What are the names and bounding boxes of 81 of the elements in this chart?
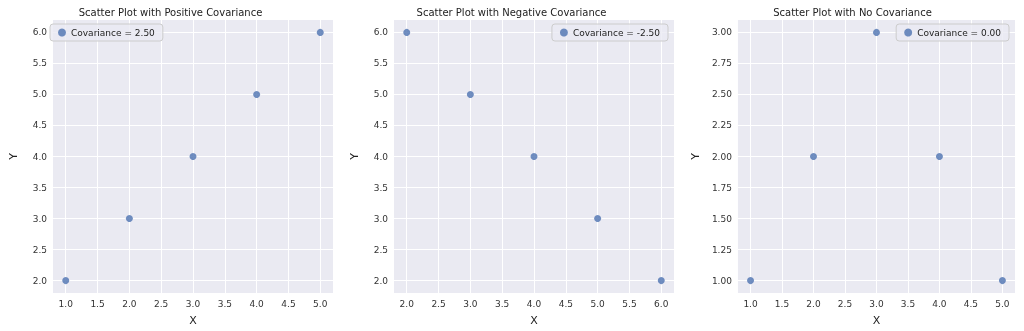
x-tick-label: 5.0 — [590, 298, 606, 309]
x-tick-label: 3.5 — [495, 298, 510, 309]
y-tick-label: 4.5 — [373, 120, 388, 131]
point — [530, 153, 538, 160]
x-axis-title: X — [189, 314, 198, 327]
x-tick-label: 2.0 — [399, 298, 415, 309]
y-tick-label: 4.0 — [32, 151, 48, 162]
point — [62, 277, 70, 285]
x-tick-label: 3.5 — [900, 298, 916, 309]
x-tick-label: 4.0 — [526, 298, 542, 309]
y-tick-label: 2.5 — [32, 244, 47, 255]
y-tick-label: 6.0 — [32, 27, 48, 38]
x-tick-label: 5.5 — [622, 298, 637, 309]
point — [466, 90, 474, 98]
y-tick-label: 5.5 — [373, 58, 388, 69]
y-tick-label: 3.0 — [32, 213, 48, 224]
y-tick-label: 2.5 — [373, 244, 388, 255]
x-tick-label: 2.5 — [837, 298, 853, 309]
x-tick-label: 1.5 — [90, 298, 105, 309]
chart-title: Scatter Plot with Positive Covariance — [78, 6, 263, 18]
x-tick-label: 1.5 — [774, 298, 790, 309]
y-axis-title: Y — [348, 152, 361, 161]
point — [872, 28, 880, 36]
point — [657, 277, 665, 285]
y-tick-label: 4.0 — [373, 151, 389, 162]
legend-label: Covariance = 0.00 — [917, 27, 1002, 38]
y-tick-label: 1.00 — [711, 275, 733, 286]
point — [810, 153, 817, 160]
x-tick-label: 2.5 — [154, 298, 169, 309]
y-tick-label: 2.0 — [32, 275, 48, 286]
y-tick-label: 4.5 — [32, 120, 47, 131]
y-tick-label: 3.5 — [32, 182, 47, 193]
x-tick-label: 3.0 — [463, 298, 478, 309]
y-tick-label: 1.50 — [711, 213, 733, 224]
x-tick-label: 1.0 — [58, 298, 74, 309]
point — [253, 90, 261, 98]
x-tick-label: 4.0 — [249, 298, 265, 309]
y-tick-label: 5.5 — [32, 58, 47, 69]
x-tick-label: 4.5 — [963, 298, 979, 309]
y-tick-label: 2.00 — [711, 151, 733, 162]
chart-title: Scatter Plot with No Covariance — [773, 6, 932, 18]
point — [403, 28, 411, 36]
x-tick-label: 2.0 — [122, 298, 137, 309]
y-tick-label: 5.0 — [32, 89, 48, 100]
chart-title: Scatter Plot with Negative Covariance — [416, 6, 607, 18]
x-tick-label: 5.0 — [995, 298, 1010, 309]
y-tick-label: 2.25 — [711, 120, 732, 131]
y-tick-label: 1.75 — [711, 182, 732, 193]
x-tick-label: 4.5 — [558, 298, 573, 309]
y-axis-title: Y — [689, 152, 702, 161]
x-tick-label: 2.0 — [806, 298, 821, 309]
x-tick-label: 2.5 — [431, 298, 446, 309]
point — [316, 28, 324, 36]
x-tick-label: 3.0 — [185, 298, 201, 309]
y-tick-label: 3.5 — [373, 182, 388, 193]
x-tick-label: 5.0 — [313, 298, 328, 309]
y-tick-label: 5.0 — [373, 89, 389, 100]
x-tick-label: 3.0 — [869, 298, 884, 309]
y-tick-label: 6.0 — [373, 27, 389, 38]
x-tick-label: 1.0 — [743, 298, 758, 309]
point — [998, 277, 1006, 285]
y-tick-label: 1.25 — [711, 244, 732, 255]
legend-label: Covariance = -2.50 — [572, 27, 661, 38]
point — [747, 277, 755, 285]
y-tick-label: 3.00 — [711, 27, 733, 38]
x-tick-label: 4.5 — [281, 298, 296, 309]
point — [125, 215, 133, 223]
point — [189, 153, 197, 160]
y-tick-label: 3.0 — [373, 213, 389, 224]
legend-label: Covariance = 2.50 — [71, 27, 156, 38]
y-tick-label: 2.50 — [711, 89, 733, 100]
y-tick-label: 2.75 — [711, 58, 732, 69]
x-tick-label: 4.0 — [932, 298, 947, 309]
x-tick-label: 3.5 — [217, 298, 232, 309]
y-tick-label: 2.0 — [373, 275, 389, 286]
point — [935, 153, 943, 160]
x-axis-title: X — [530, 314, 539, 327]
x-axis-title: X — [872, 314, 881, 327]
x-tick-label: 6.0 — [654, 298, 669, 309]
y-axis-title: Y — [7, 152, 20, 161]
point — [594, 215, 602, 223]
